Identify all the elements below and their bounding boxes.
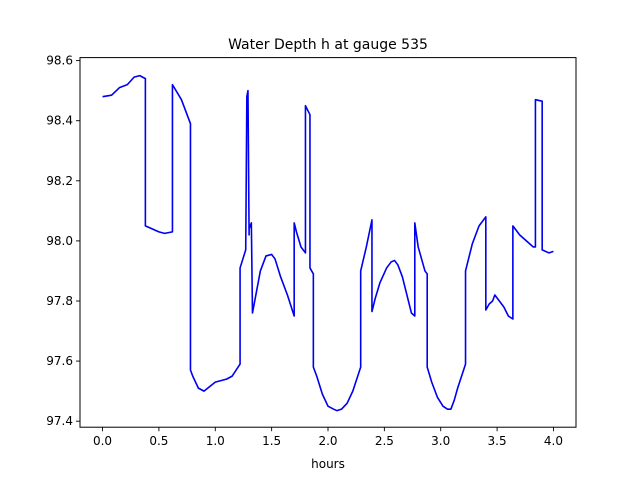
x-tick-label: 0.5 bbox=[149, 434, 168, 448]
x-tick-label: 2.0 bbox=[318, 434, 337, 448]
x-tick-label: 1.0 bbox=[206, 434, 225, 448]
x-tick-label: 1.5 bbox=[262, 434, 281, 448]
chart-title: Water Depth h at gauge 535 bbox=[228, 37, 428, 53]
series-line-0 bbox=[102, 74, 554, 412]
x-tick-label: 3.5 bbox=[488, 434, 507, 448]
y-tick-label: 98.2 bbox=[46, 174, 73, 188]
x-axis-label: hours bbox=[311, 457, 345, 471]
y-tick-label: 97.4 bbox=[46, 414, 73, 428]
axis-ticks: 0.0 0.5 1.0 1.5 2.0 2.5 3.0 3.5 4.0 97.4 97.6 97.8 9… bbox=[46, 54, 563, 449]
y-tick-label: 97.6 bbox=[46, 354, 73, 368]
x-tick-label: 3.0 bbox=[431, 434, 450, 448]
x-tick-label: 2.5 bbox=[375, 434, 394, 448]
x-tick-label: 4.0 bbox=[544, 434, 563, 448]
y-tick-label: 98.6 bbox=[46, 54, 73, 68]
x-tick-label: 0.0 bbox=[93, 434, 112, 448]
y-tick-label: 98.4 bbox=[46, 114, 73, 128]
y-tick-label: 97.8 bbox=[46, 294, 73, 308]
y-tick-label: 98.0 bbox=[46, 234, 73, 248]
axes-frame bbox=[79, 57, 577, 428]
plot-area bbox=[102, 74, 554, 412]
